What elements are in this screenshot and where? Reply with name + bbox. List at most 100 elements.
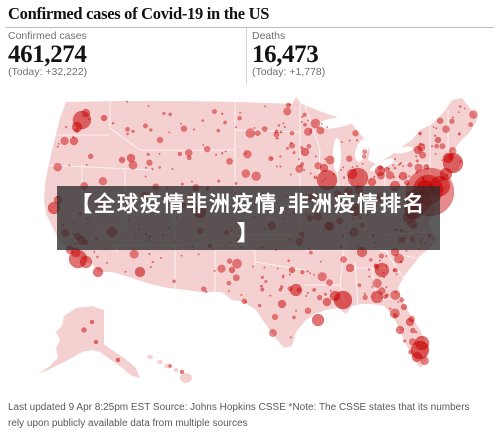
case-bubble — [463, 107, 466, 110]
case-bubble — [329, 289, 332, 292]
case-bubble — [430, 145, 434, 148]
case-bubble — [171, 168, 174, 171]
case-bubble — [279, 285, 284, 289]
case-bubble — [394, 253, 404, 264]
case-bubble — [289, 336, 292, 339]
case-bubble — [306, 270, 309, 273]
case-bubble — [220, 112, 224, 116]
case-bubble — [282, 122, 285, 125]
case-bubble — [126, 153, 136, 163]
case-bubble — [292, 315, 296, 320]
hawaii-island — [173, 368, 179, 372]
case-bubble — [105, 261, 109, 264]
case-bubble — [300, 120, 303, 123]
case-bubble — [227, 289, 230, 292]
case-bubble — [313, 175, 318, 180]
case-bubble — [427, 167, 430, 170]
case-bubble — [264, 279, 268, 284]
case-bubble — [449, 118, 455, 124]
case-bubble — [271, 313, 279, 321]
case-bubble — [407, 162, 413, 168]
case-bubble — [156, 136, 164, 144]
stat-value: 461,274 — [8, 41, 87, 68]
stat-label: Deaths — [252, 30, 286, 42]
case-bubble — [162, 111, 166, 116]
case-bubble — [190, 180, 193, 183]
case-bubble — [303, 168, 306, 171]
case-bubble — [368, 275, 371, 278]
case-bubble — [257, 303, 262, 308]
case-bubble — [415, 155, 418, 158]
case-bubble — [415, 331, 418, 334]
case-bubble — [434, 143, 439, 149]
case-bubble — [434, 134, 437, 137]
case-bubble — [406, 183, 409, 186]
case-bubble — [362, 294, 368, 301]
case-bubble — [442, 125, 450, 133]
case-bubble — [342, 166, 345, 169]
case-bubble — [346, 155, 353, 162]
case-bubble — [458, 105, 462, 108]
headline-banner[interactable]: 【全球疫情非洲疫情,非洲疫情排名】 — [57, 186, 440, 250]
case-bubble — [204, 146, 211, 153]
case-bubble — [371, 285, 374, 288]
case-bubble — [251, 171, 261, 181]
case-bubble — [392, 312, 398, 318]
case-bubble — [303, 127, 313, 136]
case-bubble — [395, 273, 398, 276]
case-bubble — [378, 259, 381, 262]
case-bubble — [197, 253, 200, 256]
case-bubble — [158, 152, 161, 155]
case-bubble — [319, 260, 322, 263]
case-bubble — [385, 254, 388, 258]
last-updated: Last updated 9 Apr 8:25pm EST — [8, 402, 151, 413]
case-bubble — [65, 125, 68, 129]
case-bubble — [313, 273, 316, 276]
case-bubble — [324, 292, 328, 296]
case-bubble — [369, 258, 373, 262]
case-bubble — [356, 165, 359, 168]
case-bubble — [124, 270, 127, 273]
case-bubble — [179, 369, 185, 375]
case-bubble — [223, 120, 227, 125]
case-bubble — [85, 163, 88, 166]
case-bubble — [151, 260, 154, 264]
case-bubble — [372, 278, 382, 288]
case-bubble — [348, 139, 351, 142]
case-bubble — [220, 151, 224, 155]
hawaii-island — [157, 360, 163, 364]
case-bubble — [60, 136, 69, 146]
case-bubble — [341, 140, 344, 143]
case-bubble — [263, 266, 266, 269]
case-bubble — [192, 128, 196, 131]
stat-today: (Today: +1,778) — [252, 66, 326, 78]
case-bubble — [277, 124, 281, 127]
case-bubble — [442, 152, 454, 164]
case-bubble — [306, 291, 309, 294]
case-bubble — [53, 162, 62, 172]
confirmed-cases-stat: Confirmed cases 461,274 (Today: +32,222) — [8, 28, 238, 84]
case-bubble — [244, 300, 247, 304]
case-bubble — [312, 287, 317, 292]
case-bubble — [201, 286, 207, 292]
case-bubble — [96, 255, 99, 259]
case-bubble — [268, 156, 274, 162]
case-bubble — [129, 249, 139, 259]
case-bubble — [254, 130, 261, 137]
case-bubble — [304, 307, 312, 315]
case-bubble — [240, 293, 243, 296]
case-bubble — [405, 317, 415, 327]
case-bubble — [81, 108, 91, 118]
case-bubble — [201, 119, 205, 123]
footer-note: Last updated 9 Apr 8:25pm EST Source: Jo… — [8, 400, 482, 432]
case-bubble — [100, 114, 108, 122]
case-bubble — [363, 292, 366, 295]
case-bubble — [297, 158, 301, 161]
case-bubble — [301, 115, 304, 118]
case-bubble — [151, 167, 154, 171]
case-bubble — [370, 290, 384, 304]
case-bubble — [316, 294, 323, 301]
case-bubble — [399, 161, 403, 165]
case-bubble — [180, 254, 183, 257]
data-note: *Note: The CSSE states that its numbers … — [8, 402, 470, 429]
